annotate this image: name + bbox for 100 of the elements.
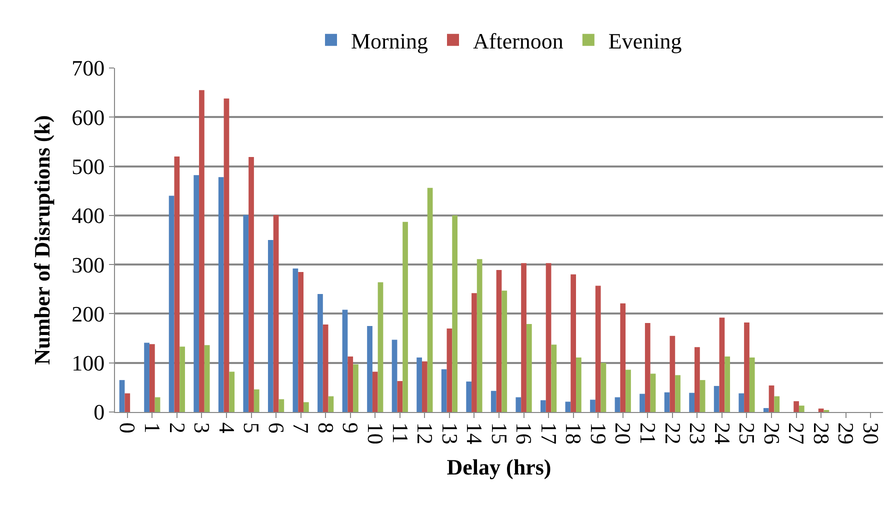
x-tick-label: 9 — [338, 422, 364, 434]
x-tick-label: 17 — [536, 422, 562, 444]
bar — [600, 362, 606, 412]
bar — [664, 392, 670, 412]
bar — [397, 381, 403, 412]
bar — [546, 263, 552, 412]
bar — [472, 293, 477, 412]
bar — [348, 356, 354, 412]
bar — [576, 357, 582, 412]
bar — [724, 356, 730, 412]
bar — [466, 382, 472, 412]
x-tick-label: 22 — [660, 422, 686, 444]
bar — [476, 259, 482, 412]
bar — [218, 177, 224, 412]
bar — [273, 214, 279, 412]
bar — [675, 375, 680, 412]
bar — [626, 370, 631, 412]
x-tick-label: 24 — [710, 422, 735, 444]
x-tick-label: 15 — [486, 422, 512, 444]
bar — [540, 400, 546, 412]
bar — [768, 385, 774, 412]
bar — [422, 361, 428, 412]
bar — [268, 240, 274, 412]
bar — [749, 357, 755, 412]
bar — [254, 389, 260, 412]
x-tick-label: 16 — [512, 422, 537, 444]
bar — [318, 294, 323, 412]
bar — [490, 390, 496, 412]
bar — [452, 215, 458, 412]
bar — [168, 196, 174, 412]
bar — [353, 364, 358, 412]
y-tick-label: 100 — [72, 350, 105, 376]
bar — [416, 357, 422, 412]
bar — [154, 397, 160, 412]
bar — [392, 340, 398, 412]
bar — [144, 342, 150, 412]
bar — [689, 392, 695, 412]
bar — [204, 345, 210, 412]
x-tick-label: 8 — [313, 422, 338, 434]
x-tick-label: 30 — [858, 422, 884, 444]
bar — [818, 408, 824, 412]
bar — [650, 374, 656, 412]
bar — [694, 347, 700, 412]
bar — [570, 274, 576, 412]
x-tick-label: 23 — [685, 422, 710, 444]
x-tick-label: 20 — [610, 422, 636, 444]
x-tick-label: 29 — [834, 422, 859, 444]
bar — [303, 402, 309, 412]
bar — [372, 372, 378, 412]
bar — [427, 188, 433, 412]
x-tick-label: 12 — [412, 422, 438, 444]
y-tick-label: 700 — [72, 56, 105, 81]
bar — [342, 310, 348, 412]
bar — [744, 322, 750, 412]
bar — [224, 98, 230, 412]
bar — [378, 282, 384, 412]
bar — [180, 346, 185, 412]
bar — [322, 324, 328, 412]
bar — [243, 214, 249, 412]
bar — [292, 268, 298, 412]
bar — [614, 397, 620, 412]
bar — [124, 393, 130, 412]
y-tick-label: 600 — [72, 104, 105, 130]
legend-label: Afternoon — [473, 28, 564, 54]
y-tick-label: 400 — [72, 203, 105, 228]
bar — [644, 323, 650, 412]
bar — [794, 401, 799, 412]
x-tick-label: 2 — [164, 422, 190, 434]
x-tick-label: 13 — [437, 422, 462, 444]
x-tick-label: 4 — [214, 422, 240, 434]
bar — [248, 156, 254, 412]
bar — [119, 380, 125, 412]
bar — [328, 396, 334, 412]
x-tick-label: 7 — [288, 422, 314, 434]
bar — [763, 408, 769, 412]
x-tick-label: 3 — [190, 422, 215, 434]
bar — [640, 394, 645, 412]
bar — [526, 324, 532, 412]
x-tick-label: 27 — [784, 422, 810, 444]
bar — [670, 336, 676, 412]
bar — [367, 326, 372, 412]
y-tick-label: 500 — [72, 154, 105, 179]
y-axis-title: Number of Disruptions (k) — [29, 115, 54, 365]
bar — [199, 90, 204, 412]
bar — [402, 222, 408, 412]
bar — [590, 400, 596, 412]
bar — [620, 303, 626, 412]
bar — [798, 406, 804, 412]
bar — [502, 290, 508, 412]
bar — [521, 263, 526, 412]
x-tick-label: 19 — [586, 422, 611, 444]
bar — [595, 286, 601, 412]
bar — [774, 396, 780, 412]
x-tick-label: 21 — [636, 422, 660, 444]
bar — [441, 369, 447, 412]
x-axis-title: Delay (hrs) — [446, 454, 552, 480]
y-tick-label: 200 — [72, 301, 105, 326]
x-tick-label: 28 — [808, 422, 834, 444]
bar — [516, 397, 522, 412]
bar — [149, 344, 155, 412]
